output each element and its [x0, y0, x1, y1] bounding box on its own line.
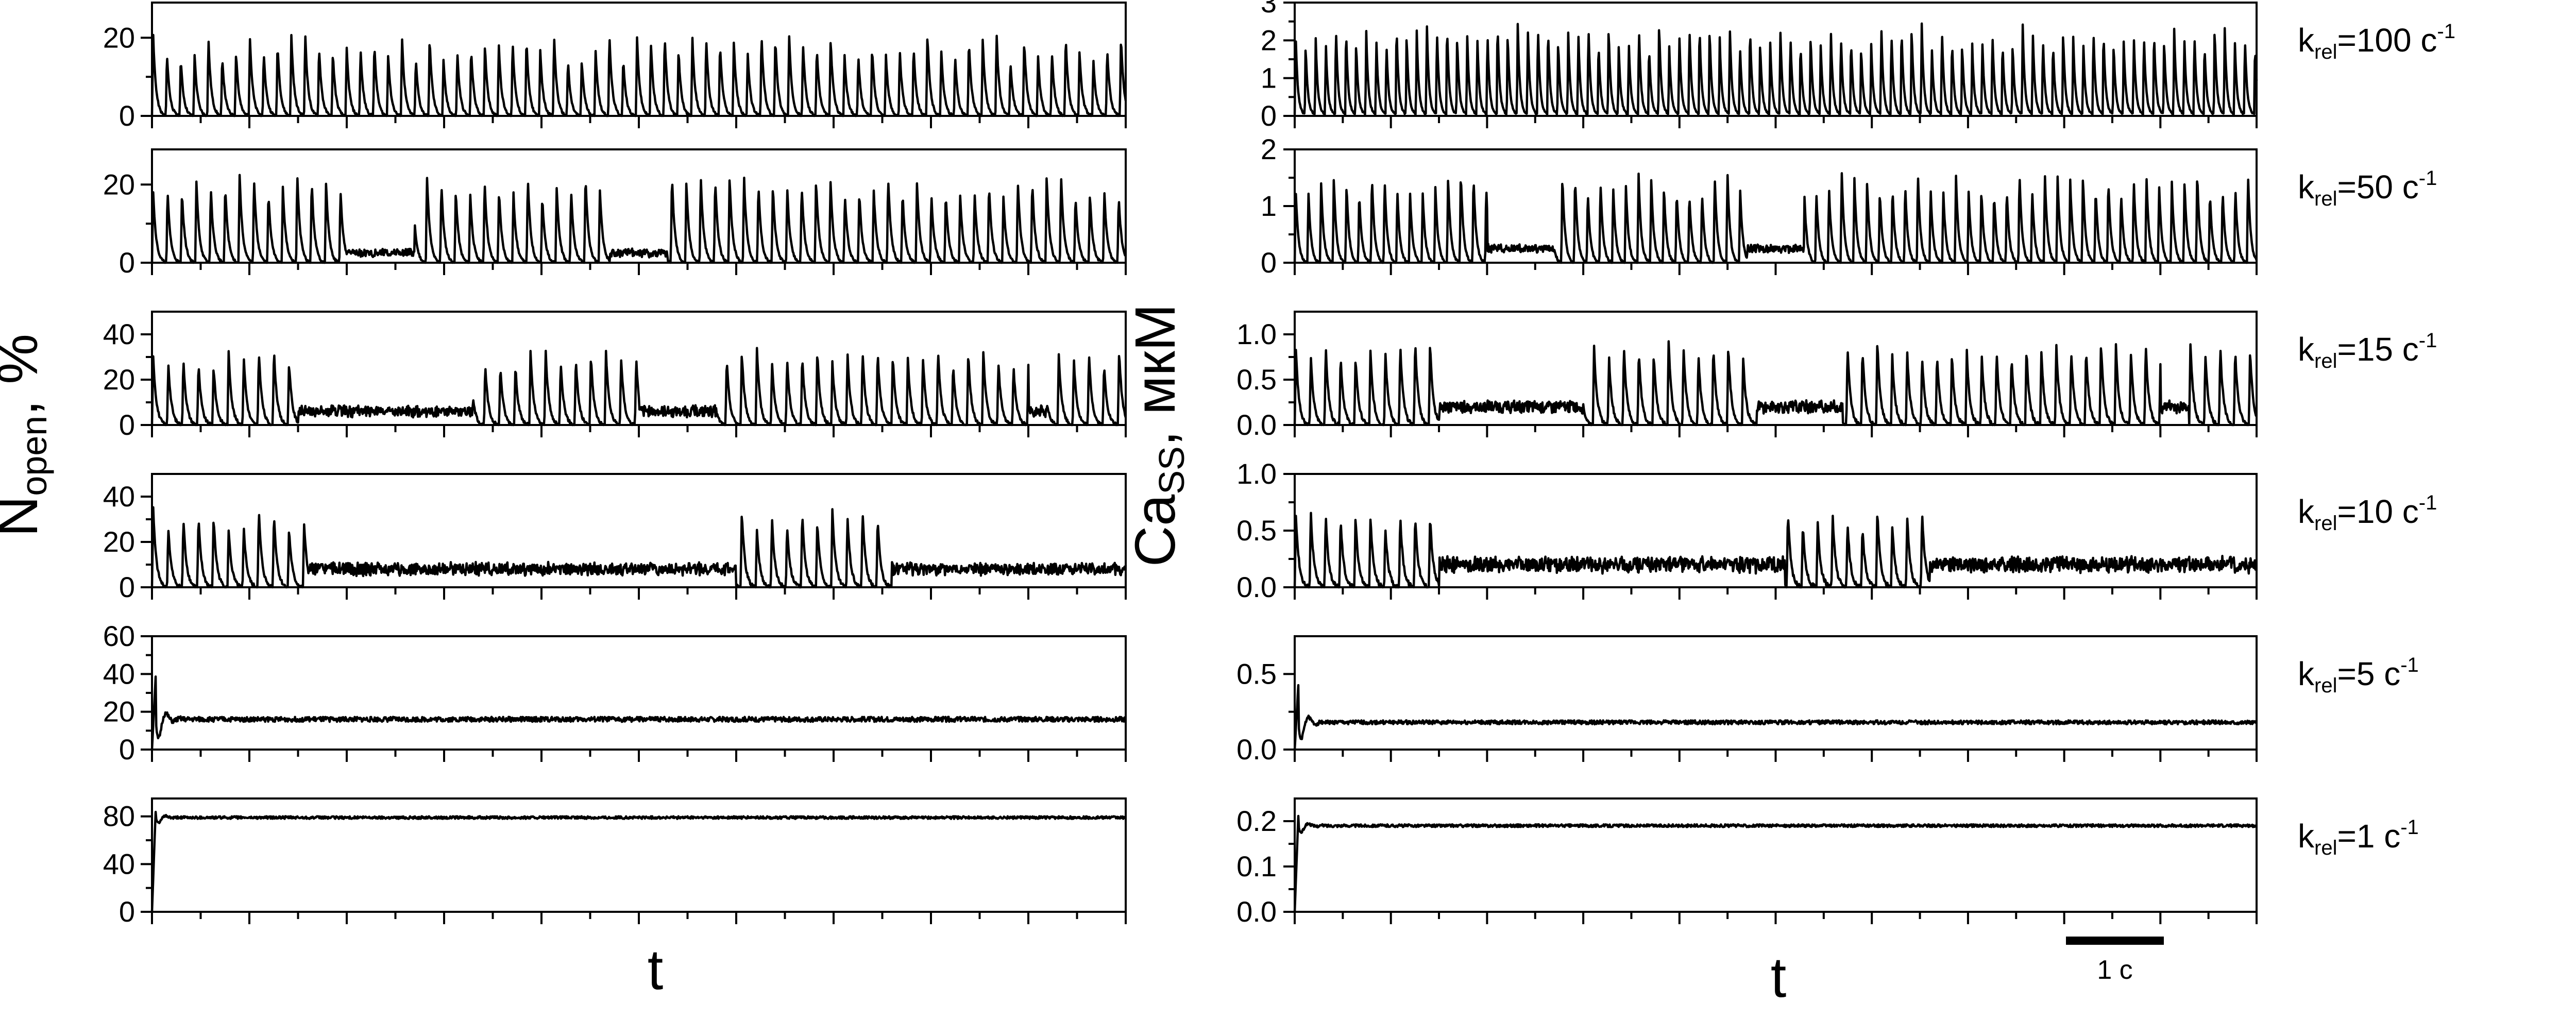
k-rel-label: krel=15 c-1 — [2298, 329, 2437, 372]
y-tick-label: 0.5 — [1236, 657, 1277, 690]
y-tick-label: 0 — [119, 246, 135, 279]
axis-labels: Nopen, % CaSS, мкМ t t 1 c — [0, 304, 2164, 1009]
y-tick-label: 0 — [119, 99, 135, 132]
k-labels: krel=100 c-1 krel=50 c-1 krel=15 c-1 krel=1… — [2298, 20, 2455, 859]
scale-bar-label: 1 c — [2097, 955, 2132, 985]
y-tick-label: 80 — [103, 800, 135, 832]
right-panel-3: 0.0 0.5 1.0 — [1236, 311, 2258, 441]
left-y-axis-label: Nopen, % — [0, 334, 54, 537]
y-tick-label: 2 — [1261, 24, 1277, 56]
left-panel-5: 0 20 40 60 — [103, 620, 1127, 766]
y-tick-label: 60 — [103, 620, 135, 652]
y-tick-label: 0.0 — [1236, 895, 1277, 928]
right-panel-6: 0.0 0.1 0.2 — [1236, 797, 2258, 928]
y-tick-label: 0.0 — [1236, 733, 1277, 766]
left-panel-6: 0 40 80 — [103, 797, 1127, 928]
trace-line — [150, 33, 1127, 117]
trace-line — [150, 347, 1127, 427]
right-panel-1: 0 1 2 3 — [1261, 0, 2258, 132]
y-tick-label: 0 — [119, 895, 135, 928]
right-panel-2: 0 1 2 — [1261, 133, 2258, 279]
plot-frame — [1294, 635, 2258, 751]
trace-line — [1293, 684, 2258, 750]
y-tick-label: 0 — [119, 571, 135, 603]
trace-line — [1293, 512, 2258, 589]
y-tick-label: 0.5 — [1236, 514, 1277, 547]
y-tick-label: 40 — [103, 318, 135, 350]
y-tick-label: 2 — [1261, 133, 1277, 165]
y-tick-label: 0 — [119, 733, 135, 766]
trace-line — [150, 506, 1127, 589]
y-tick-label: 0.1 — [1236, 850, 1277, 882]
trace-line — [1293, 340, 2258, 427]
plot-frame — [1294, 797, 2258, 913]
y-tick-label: 20 — [103, 695, 135, 728]
trace-line — [1293, 22, 2258, 116]
y-tick-label: 3 — [1261, 0, 1277, 19]
y-tick-label: 20 — [103, 525, 135, 558]
trace-line — [1293, 814, 2258, 912]
left-panel-4: 0 20 40 — [103, 473, 1127, 603]
y-tick-label: 40 — [103, 657, 135, 690]
y-tick-label: 0 — [1261, 99, 1277, 132]
right-panel-4: 0.0 0.5 1.0 — [1236, 457, 2258, 603]
k-rel-label: krel=1 c-1 — [2298, 816, 2419, 859]
y-tick-label: 0 — [1261, 246, 1277, 279]
right-panel-5: 0.0 0.5 — [1236, 635, 2258, 766]
left-panel-2: 0 20 — [103, 148, 1127, 279]
y-tick-label: 20 — [103, 168, 135, 200]
right-column: 0 1 2 3 0 1 2 0.0 0.5 1.0 0.0 0.5 1.0 0.0 0.5 0.0 0.1 0.2 — [1236, 0, 2258, 928]
y-tick-label: 0.2 — [1236, 805, 1277, 837]
k-rel-label: krel=10 c-1 — [2298, 491, 2437, 535]
right-x-axis-label: t — [1771, 946, 1787, 1009]
left-panel-1: 0 20 — [103, 2, 1127, 132]
right-y-axis-label: CaSS, мкМ — [1124, 304, 1192, 567]
y-tick-label: 0 — [119, 409, 135, 441]
y-tick-label: 0.0 — [1236, 571, 1277, 603]
y-tick-label: 20 — [103, 363, 135, 396]
y-tick-label: 40 — [103, 480, 135, 513]
y-tick-label: 1 — [1261, 190, 1277, 222]
trace-line — [1293, 172, 2258, 264]
y-tick-label: 0.5 — [1236, 363, 1277, 396]
left-x-axis-label: t — [648, 938, 664, 1001]
trace-line — [150, 174, 1127, 264]
k-rel-label: krel=100 c-1 — [2298, 20, 2455, 63]
y-tick-label: 0.0 — [1236, 409, 1277, 441]
k-rel-label: krel=50 c-1 — [2298, 167, 2437, 210]
y-tick-label: 1.0 — [1236, 318, 1277, 350]
trace-line — [150, 810, 1127, 912]
y-tick-label: 1 — [1261, 62, 1277, 94]
left-panel-3: 0 20 40 — [103, 311, 1127, 441]
trace-line — [150, 675, 1127, 750]
y-tick-label: 20 — [103, 21, 135, 54]
y-tick-label: 40 — [103, 847, 135, 880]
plot-frame — [151, 635, 1127, 751]
left-column: 0 20 0 20 0 20 40 0 20 40 0 20 40 60 0 40 80 — [103, 2, 1127, 928]
k-rel-label: krel=5 c-1 — [2298, 654, 2419, 697]
y-tick-label: 1.0 — [1236, 457, 1277, 490]
